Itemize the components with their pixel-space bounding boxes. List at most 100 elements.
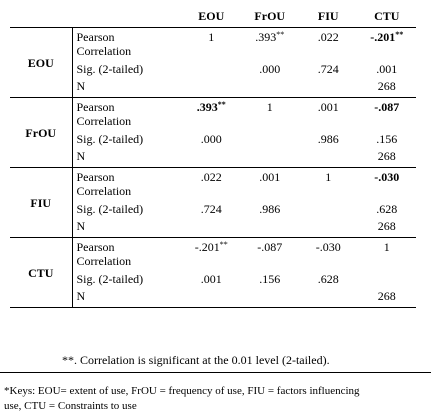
cell-sig-ctu-ctu (358, 272, 417, 289)
stat-label-pearson: Pearson Correlation (72, 28, 182, 63)
cell-n-ctu-frou (240, 289, 299, 308)
row-eou-sig: Sig. (2-tailed) .000 .724 .001 (10, 62, 416, 79)
cell-sig-fiu-ctu: .628 (376, 202, 398, 216)
header-eou: EOU (182, 5, 241, 28)
cell-value: -.087 (257, 240, 283, 254)
row-label-eou: EOU (10, 27, 73, 98)
cell-sig-fiu-fiu (299, 202, 358, 219)
row-fiu-n: N 268 (10, 219, 416, 238)
stat-label-n: N (72, 149, 182, 168)
cell-n-frou-fiu (299, 149, 358, 168)
row-fiu-pearson: FIU Pearson Correlation .022 .001 1 -.030 (10, 167, 417, 238)
correlation-table-container: EOU FrOU FIU CTU EOU Pearson Correlation 1.… (10, 5, 416, 308)
cell-n-ctu-ctu: 268 (357, 289, 416, 308)
row-frou-pearson: FrOU Pearson Correlation .393** 1.001 -.087 (10, 97, 417, 168)
cell-value: .393 (196, 100, 218, 114)
cell-corr-ctu-fiu: -.030 (299, 238, 358, 273)
stat-label-pearson-line1: Pearson (76, 100, 115, 114)
cell-corr-ctu-eou: -.201** (182, 238, 241, 273)
cell-n-eou-ctu: 268 (357, 79, 416, 98)
cell-sig-eou-ctu: .001 (376, 62, 398, 76)
header-corner (10, 5, 72, 28)
cell-n-frou-ctu: 268 (357, 149, 416, 168)
stat-label-pearson: Pearson Correlation (72, 238, 182, 273)
cell-n-eou-frou (240, 79, 299, 98)
significance-marker: ** (219, 240, 228, 249)
stat-label-sig: Sig. (2-tailed) (76, 202, 144, 216)
row-ctu-sig: Sig. (2-tailed) .001 .156 .628 (10, 272, 416, 289)
cell-value: -.030 (315, 240, 341, 254)
stat-label-n: N (72, 219, 182, 238)
keys-footnote: *Keys: EOU= extent of use, FrOU = freque… (4, 384, 428, 414)
row-label-frou: FrOU (10, 97, 73, 168)
cell-value: .001 (259, 170, 281, 184)
cell-value: -.030 (374, 170, 400, 184)
stat-label-pearson-line1: Pearson (76, 240, 115, 254)
cell-corr-frou-frou: 1 (241, 98, 300, 133)
stat-label-pearson: Pearson Correlation (72, 168, 182, 203)
header-stat-blank (72, 5, 182, 28)
row-frou-n: N 268 (10, 149, 416, 168)
cell-sig-ctu-eou: .001 (200, 272, 222, 286)
cell-value: 1 (208, 30, 215, 44)
cell-sig-fiu-frou: .986 (259, 202, 281, 216)
row-eou-pearson: EOU Pearson Correlation 1.393** .022 -.201** (10, 27, 417, 98)
significance-marker: ** (276, 30, 285, 39)
cell-n-ctu-fiu (299, 289, 358, 308)
cell-value: -.087 (374, 100, 400, 114)
cell-sig-frou-ctu: .156 (376, 132, 398, 146)
cell-n-fiu-ctu: 268 (357, 219, 416, 238)
cell-corr-fiu-fiu: 1 (299, 168, 358, 203)
cell-value: 1 (325, 170, 332, 184)
stat-label-pearson-line1: Pearson (76, 170, 115, 184)
stat-label-pearson-line2: Correlation (76, 184, 132, 198)
stat-label-n: N (72, 289, 182, 308)
cell-sig-fiu-eou: .724 (200, 202, 222, 216)
divider-line (0, 372, 431, 373)
header-ctu: CTU (357, 5, 416, 28)
row-eou-n: N 268 (10, 79, 416, 98)
stat-label-sig: Sig. (2-tailed) (76, 272, 144, 286)
cell-corr-fiu-eou: .022 (182, 168, 241, 203)
cell-sig-frou-fiu: .986 (317, 132, 339, 146)
row-label-fiu: FIU (10, 167, 73, 238)
table-body: EOU Pearson Correlation 1.393** .022 -.201** S… (10, 27, 417, 308)
cell-corr-frou-fiu: .001 (299, 98, 358, 133)
cell-sig-frou-eou: .000 (200, 132, 222, 146)
row-fiu-sig: Sig. (2-tailed) .724 .986 .628 (10, 202, 416, 219)
cell-value: .001 (317, 100, 339, 114)
cell-n-fiu-eou (182, 219, 241, 238)
cell-corr-fiu-ctu: -.030 (358, 168, 417, 203)
significance-note: **. Correlation is significant at the 0.… (62, 353, 330, 367)
cell-sig-eou-frou: .000 (259, 62, 281, 76)
cell-value: .022 (200, 170, 222, 184)
row-frou-sig: Sig. (2-tailed) .000 .986 .156 (10, 132, 416, 149)
cell-corr-eou-ctu: -.201** (358, 28, 417, 63)
header-fiu: FIU (299, 5, 358, 28)
cell-corr-fiu-frou: .001 (241, 168, 300, 203)
cell-corr-eou-frou: .393** (241, 28, 300, 63)
stat-label-pearson-line1: Pearson (76, 30, 115, 44)
correlation-table: EOU FrOU FIU CTU EOU Pearson Correlation 1.… (10, 5, 416, 308)
stat-label-pearson-line2: Correlation (76, 254, 132, 268)
cell-sig-frou-frou (241, 132, 300, 149)
significance-marker: ** (217, 100, 226, 109)
header-frou: FrOU (240, 5, 299, 28)
cell-corr-frou-eou: .393** (182, 98, 241, 133)
cell-value: -.201 (194, 240, 220, 254)
cell-n-ctu-eou (182, 289, 241, 308)
cell-value: .393 (255, 30, 277, 44)
cell-n-eou-eou (182, 79, 241, 98)
cell-n-frou-eou (182, 149, 241, 168)
cell-corr-frou-ctu: -.087 (358, 98, 417, 133)
cell-n-fiu-frou (240, 219, 299, 238)
cell-value: 1 (383, 240, 390, 254)
stat-label-pearson-line2: Correlation (76, 44, 132, 58)
cell-corr-ctu-frou: -.087 (241, 238, 300, 273)
cell-n-frou-frou (240, 149, 299, 168)
cell-n-fiu-fiu (299, 219, 358, 238)
cell-value: -.201 (370, 30, 396, 44)
cell-corr-eou-fiu: .022 (299, 28, 358, 63)
keys-line-1: *Keys: EOU= extent of use, FrOU = freque… (4, 385, 360, 397)
cell-sig-ctu-fiu: .628 (317, 272, 339, 286)
